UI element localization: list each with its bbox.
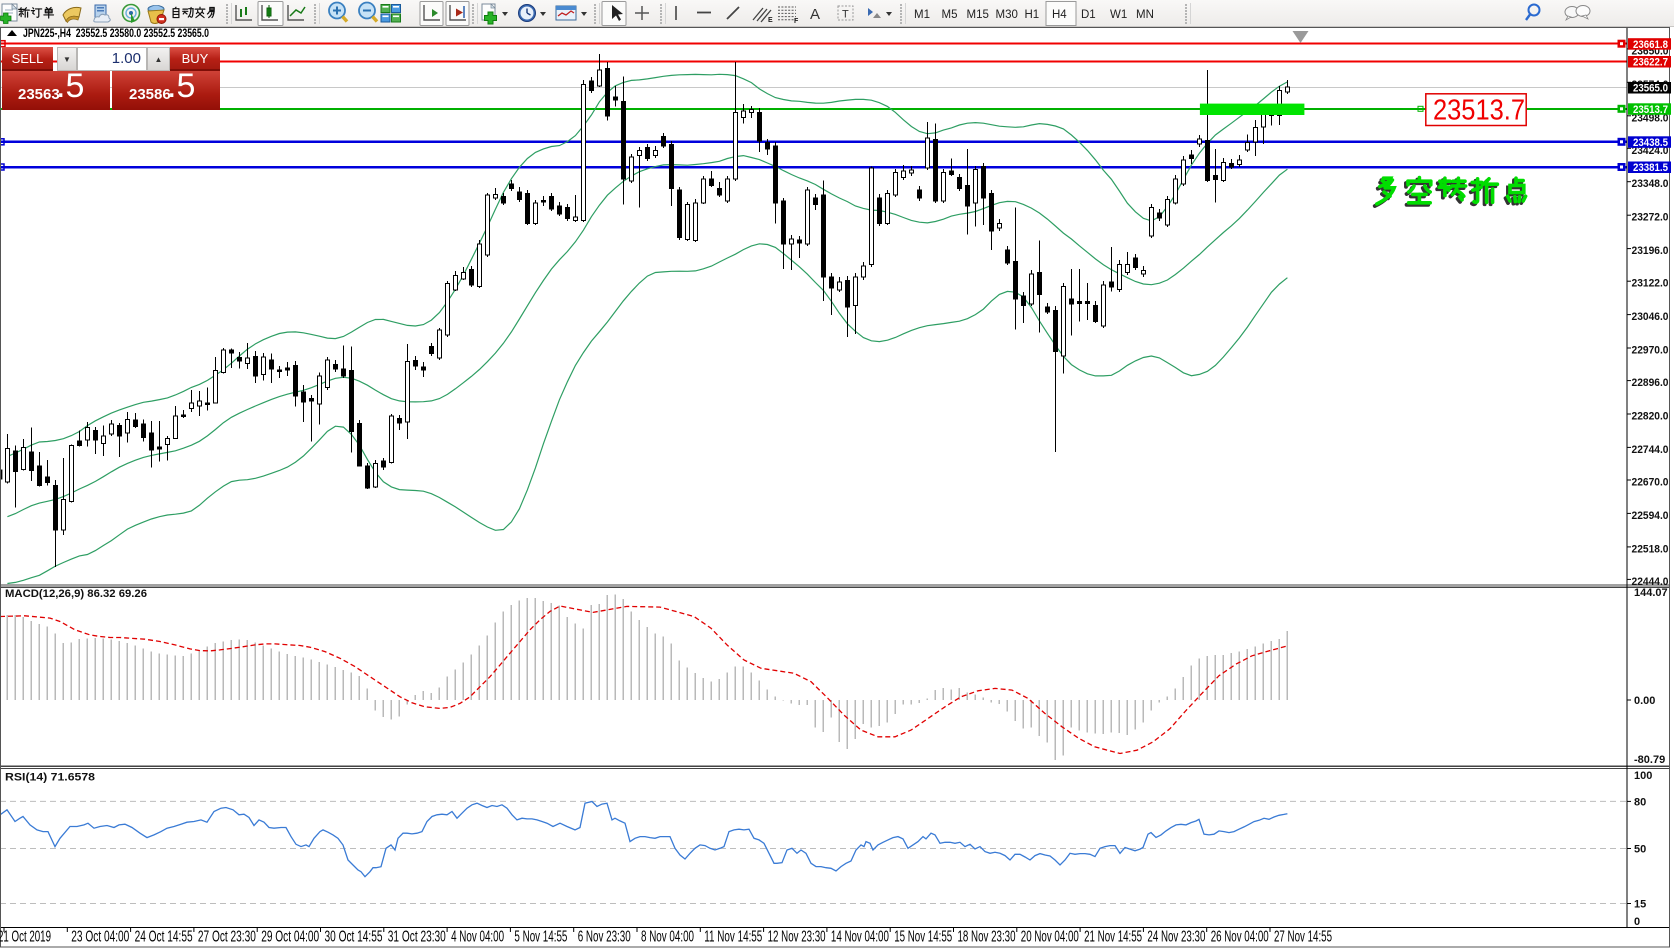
svg-text:T: T	[842, 9, 849, 21]
svg-text:22444.0: 22444.0	[1632, 576, 1669, 588]
svg-text:22896.0: 22896.0	[1632, 377, 1669, 389]
svg-text:4 Nov 04:00: 4 Nov 04:00	[451, 929, 504, 946]
svg-text:23122.0: 23122.0	[1632, 278, 1669, 290]
svg-text:-80.79: -80.79	[1634, 754, 1665, 766]
svg-text:14 Nov 04:00: 14 Nov 04:00	[831, 929, 889, 946]
svg-text:M30: M30	[996, 9, 1018, 21]
svg-text:21 Oct 2019: 21 Oct 2019	[0, 929, 51, 946]
svg-text:23196.0: 23196.0	[1632, 245, 1669, 257]
svg-text:23513.7: 23513.7	[1633, 104, 1668, 116]
svg-text:5 Nov 14:55: 5 Nov 14:55	[514, 929, 567, 946]
svg-text:22518.0: 22518.0	[1632, 543, 1669, 555]
svg-text:22744.0: 22744.0	[1632, 444, 1669, 456]
svg-text:D1: D1	[1081, 9, 1096, 21]
svg-text:23381.5: 23381.5	[1633, 162, 1668, 174]
svg-text:M15: M15	[967, 9, 989, 21]
svg-text:23046.0: 23046.0	[1632, 311, 1669, 323]
svg-text:11 Nov 14:55: 11 Nov 14:55	[704, 929, 762, 946]
svg-text:23438.5: 23438.5	[1633, 137, 1668, 149]
svg-text:F: F	[794, 18, 799, 25]
svg-text:27 Nov 14:55: 27 Nov 14:55	[1274, 929, 1332, 946]
svg-text:E: E	[768, 17, 773, 24]
svg-text:H4: H4	[1052, 9, 1067, 21]
svg-text:50: 50	[1634, 844, 1646, 856]
svg-text:20 Nov 04:00: 20 Nov 04:00	[1021, 929, 1079, 946]
svg-text:29 Oct 04:00: 29 Oct 04:00	[261, 929, 319, 946]
svg-text:144.07: 144.07	[1634, 587, 1668, 599]
svg-text:23 Oct 04:00: 23 Oct 04:00	[71, 929, 129, 946]
svg-text:22594.0: 22594.0	[1632, 510, 1669, 522]
svg-text:M5: M5	[942, 9, 958, 21]
svg-text:23348.0: 23348.0	[1632, 178, 1669, 190]
svg-text:27 Oct 23:30: 27 Oct 23:30	[198, 929, 256, 946]
svg-text:M1: M1	[914, 9, 930, 21]
svg-text:22820.0: 22820.0	[1632, 411, 1669, 423]
svg-text:80: 80	[1634, 796, 1646, 808]
svg-text:18 Nov 23:30: 18 Nov 23:30	[958, 929, 1016, 946]
svg-text:H1: H1	[1025, 9, 1040, 21]
svg-text:31 Oct 23:30: 31 Oct 23:30	[388, 929, 446, 946]
svg-text:0.00: 0.00	[1634, 695, 1655, 707]
svg-text:100: 100	[1634, 770, 1652, 782]
svg-text:23272.0: 23272.0	[1632, 212, 1669, 224]
svg-text:30 Oct 14:55: 30 Oct 14:55	[325, 929, 383, 946]
svg-text:24 Oct 14:55: 24 Oct 14:55	[135, 929, 193, 946]
svg-text:JPN225-,H4 23552.5 23580.0 23: JPN225-,H4 23552.5 23580.0 23552.5 23565…	[23, 26, 209, 40]
svg-text:21 Nov 14:55: 21 Nov 14:55	[1084, 929, 1142, 946]
svg-text:24 Nov 23:30: 24 Nov 23:30	[1147, 929, 1205, 946]
svg-text:23622.7: 23622.7	[1633, 57, 1668, 69]
svg-text:A: A	[810, 6, 820, 23]
svg-text:MN: MN	[1136, 9, 1154, 21]
svg-text:6 Nov 23:30: 6 Nov 23:30	[578, 929, 631, 946]
svg-text:23661.8: 23661.8	[1633, 39, 1668, 51]
svg-text:23498.0: 23498.0	[1632, 112, 1669, 124]
svg-text:26 Nov 04:00: 26 Nov 04:00	[1211, 929, 1269, 946]
svg-text:0: 0	[1634, 916, 1640, 928]
svg-text:8 Nov 04:00: 8 Nov 04:00	[641, 929, 694, 946]
svg-text:23513.7: 23513.7	[1433, 95, 1525, 127]
svg-text:15: 15	[1634, 899, 1646, 911]
svg-text:W1: W1	[1110, 9, 1127, 21]
svg-text:12 Nov 23:30: 12 Nov 23:30	[768, 929, 826, 946]
svg-text:23565.0: 23565.0	[1633, 83, 1668, 95]
svg-text:RSI(14) 71.6578: RSI(14) 71.6578	[5, 772, 95, 784]
svg-text:22670.0: 22670.0	[1632, 477, 1669, 489]
svg-text:22970.0: 22970.0	[1632, 345, 1669, 357]
svg-text:MACD(12,26,9) 86.32 69.26: MACD(12,26,9) 86.32 69.26	[5, 588, 147, 600]
svg-text:15 Nov 14:55: 15 Nov 14:55	[894, 929, 952, 946]
